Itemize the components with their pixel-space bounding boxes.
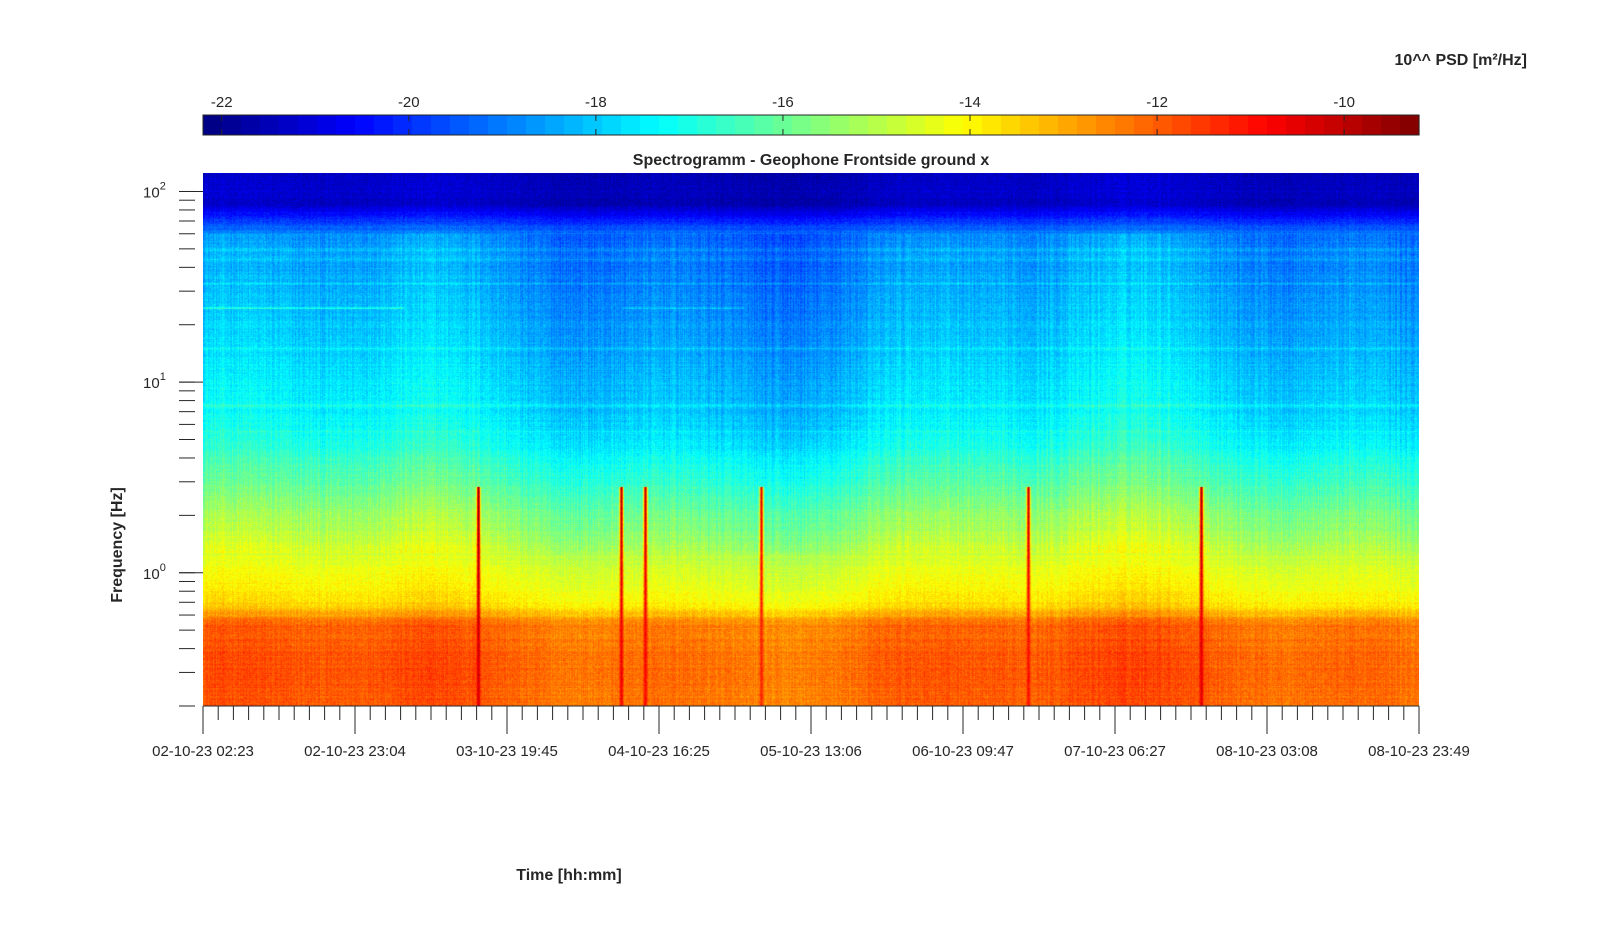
colorbar-segment <box>602 115 622 135</box>
x-axis: 02-10-23 02:23 02-10-23 23:04 03-10-23 19:… <box>152 705 1470 760</box>
colorbar-tick-label: -14 <box>959 94 981 111</box>
x-tick-label: 02-10-23 23:04 <box>304 743 406 760</box>
colorbar-segment <box>1362 115 1382 135</box>
colorbar-segment <box>336 115 356 135</box>
colorbar-segment <box>431 115 451 135</box>
colorbar-segment <box>1153 115 1173 135</box>
colorbar-segment <box>697 115 717 135</box>
colorbar-segment <box>507 115 527 135</box>
colorbar-segment <box>564 115 584 135</box>
x-tick-label: 08-10-23 03:08 <box>1216 743 1318 760</box>
colorbar-segment <box>849 115 869 135</box>
colorbar-tick-label: -22 <box>211 94 233 111</box>
colorbar-segment <box>1134 115 1154 135</box>
colorbar-segment <box>659 115 679 135</box>
colorbar-segment <box>773 115 793 135</box>
spectrogram-plot-area <box>203 173 1419 706</box>
colorbar-segment <box>317 115 337 135</box>
colorbar-segment <box>1115 115 1135 135</box>
colorbar-segment <box>716 115 736 135</box>
colorbar-segment <box>830 115 850 135</box>
colorbar-tick-label: -18 <box>585 94 607 111</box>
colorbar-segment <box>792 115 812 135</box>
colorbar-segment <box>1248 115 1268 135</box>
x-tick-label: 08-10-23 23:49 <box>1368 743 1470 760</box>
colorbar-segment <box>1229 115 1249 135</box>
colorbar-segment <box>754 115 774 135</box>
colorbar-segment <box>621 115 641 135</box>
x-tick-label: 02-10-23 02:23 <box>152 743 254 760</box>
colorbar-tick-label: -16 <box>772 94 794 111</box>
colorbar-segment <box>678 115 698 135</box>
colorbar <box>203 115 1420 135</box>
colorbar-tick-label: -12 <box>1146 94 1168 111</box>
colorbar-segment <box>298 115 318 135</box>
colorbar-segment <box>925 115 945 135</box>
colorbar-segment <box>944 115 964 135</box>
x-tick-label: 07-10-23 06:27 <box>1064 743 1166 760</box>
colorbar-segment <box>469 115 489 135</box>
colorbar-segment <box>887 115 907 135</box>
y-axis-label: Frequency [Hz] <box>109 487 126 603</box>
colorbar-segment <box>374 115 394 135</box>
colorbar-segment <box>583 115 603 135</box>
colorbar-segment <box>526 115 546 135</box>
chart-title: Spectrogramm - Geophone Frontside ground… <box>633 152 990 169</box>
colorbar-segment <box>545 115 565 135</box>
y-axis: 100 101 102 <box>143 180 203 707</box>
x-axis-label: Time [hh:mm] <box>516 867 621 884</box>
colorbar-segment <box>488 115 508 135</box>
colorbar-segment <box>1172 115 1192 135</box>
colorbar-segment <box>1210 115 1230 135</box>
colorbar-tick-label: -10 <box>1333 94 1355 111</box>
colorbar-segment <box>963 115 983 135</box>
colorbar-segment <box>1400 115 1420 135</box>
colorbar-segment <box>1058 115 1078 135</box>
x-tick-label: 05-10-23 13:06 <box>760 743 862 760</box>
colorbar-segment <box>1381 115 1401 135</box>
colorbar-label: 10^^ PSD [m²/Hz] <box>1395 52 1527 69</box>
colorbar-segment <box>1286 115 1306 135</box>
colorbar-segment <box>1001 115 1021 135</box>
colorbar-frame <box>202 114 1420 136</box>
x-tick-label: 06-10-23 09:47 <box>912 743 1014 760</box>
colorbar-segment <box>1039 115 1059 135</box>
colorbar-segment <box>1324 115 1344 135</box>
colorbar-segment <box>906 115 926 135</box>
colorbar-segment <box>1191 115 1211 135</box>
x-tick-label: 03-10-23 19:45 <box>456 743 558 760</box>
colorbar-segment <box>1343 115 1363 135</box>
y-tick-label: 101 <box>143 371 166 392</box>
colorbar-segment <box>640 115 660 135</box>
colorbar-segment <box>355 115 375 135</box>
colorbar-segment <box>1305 115 1325 135</box>
colorbar-ticks: -22 -20 -18 -16 -14 -12 -10 <box>211 94 1355 135</box>
colorbar-segment <box>811 115 831 135</box>
colorbar-segment <box>1077 115 1097 135</box>
x-tick-label: 04-10-23 16:25 <box>608 743 710 760</box>
colorbar-segment <box>868 115 888 135</box>
y-tick-label: 100 <box>143 562 166 583</box>
colorbar-segment <box>450 115 470 135</box>
colorbar-segment <box>1096 115 1116 135</box>
colorbar-segment <box>982 115 1002 135</box>
colorbar-segment <box>412 115 432 135</box>
colorbar-segment <box>1020 115 1040 135</box>
y-tick-label: 102 <box>143 180 166 201</box>
colorbar-tick-label: -20 <box>398 94 420 111</box>
colorbar-segment <box>1267 115 1287 135</box>
colorbar-segment <box>735 115 755 135</box>
colorbar-segment <box>203 115 223 135</box>
colorbar-segment <box>222 115 242 135</box>
colorbar-segment <box>279 115 299 135</box>
colorbar-segment <box>241 115 261 135</box>
colorbar-segment <box>260 115 280 135</box>
colorbar-segment <box>393 115 413 135</box>
